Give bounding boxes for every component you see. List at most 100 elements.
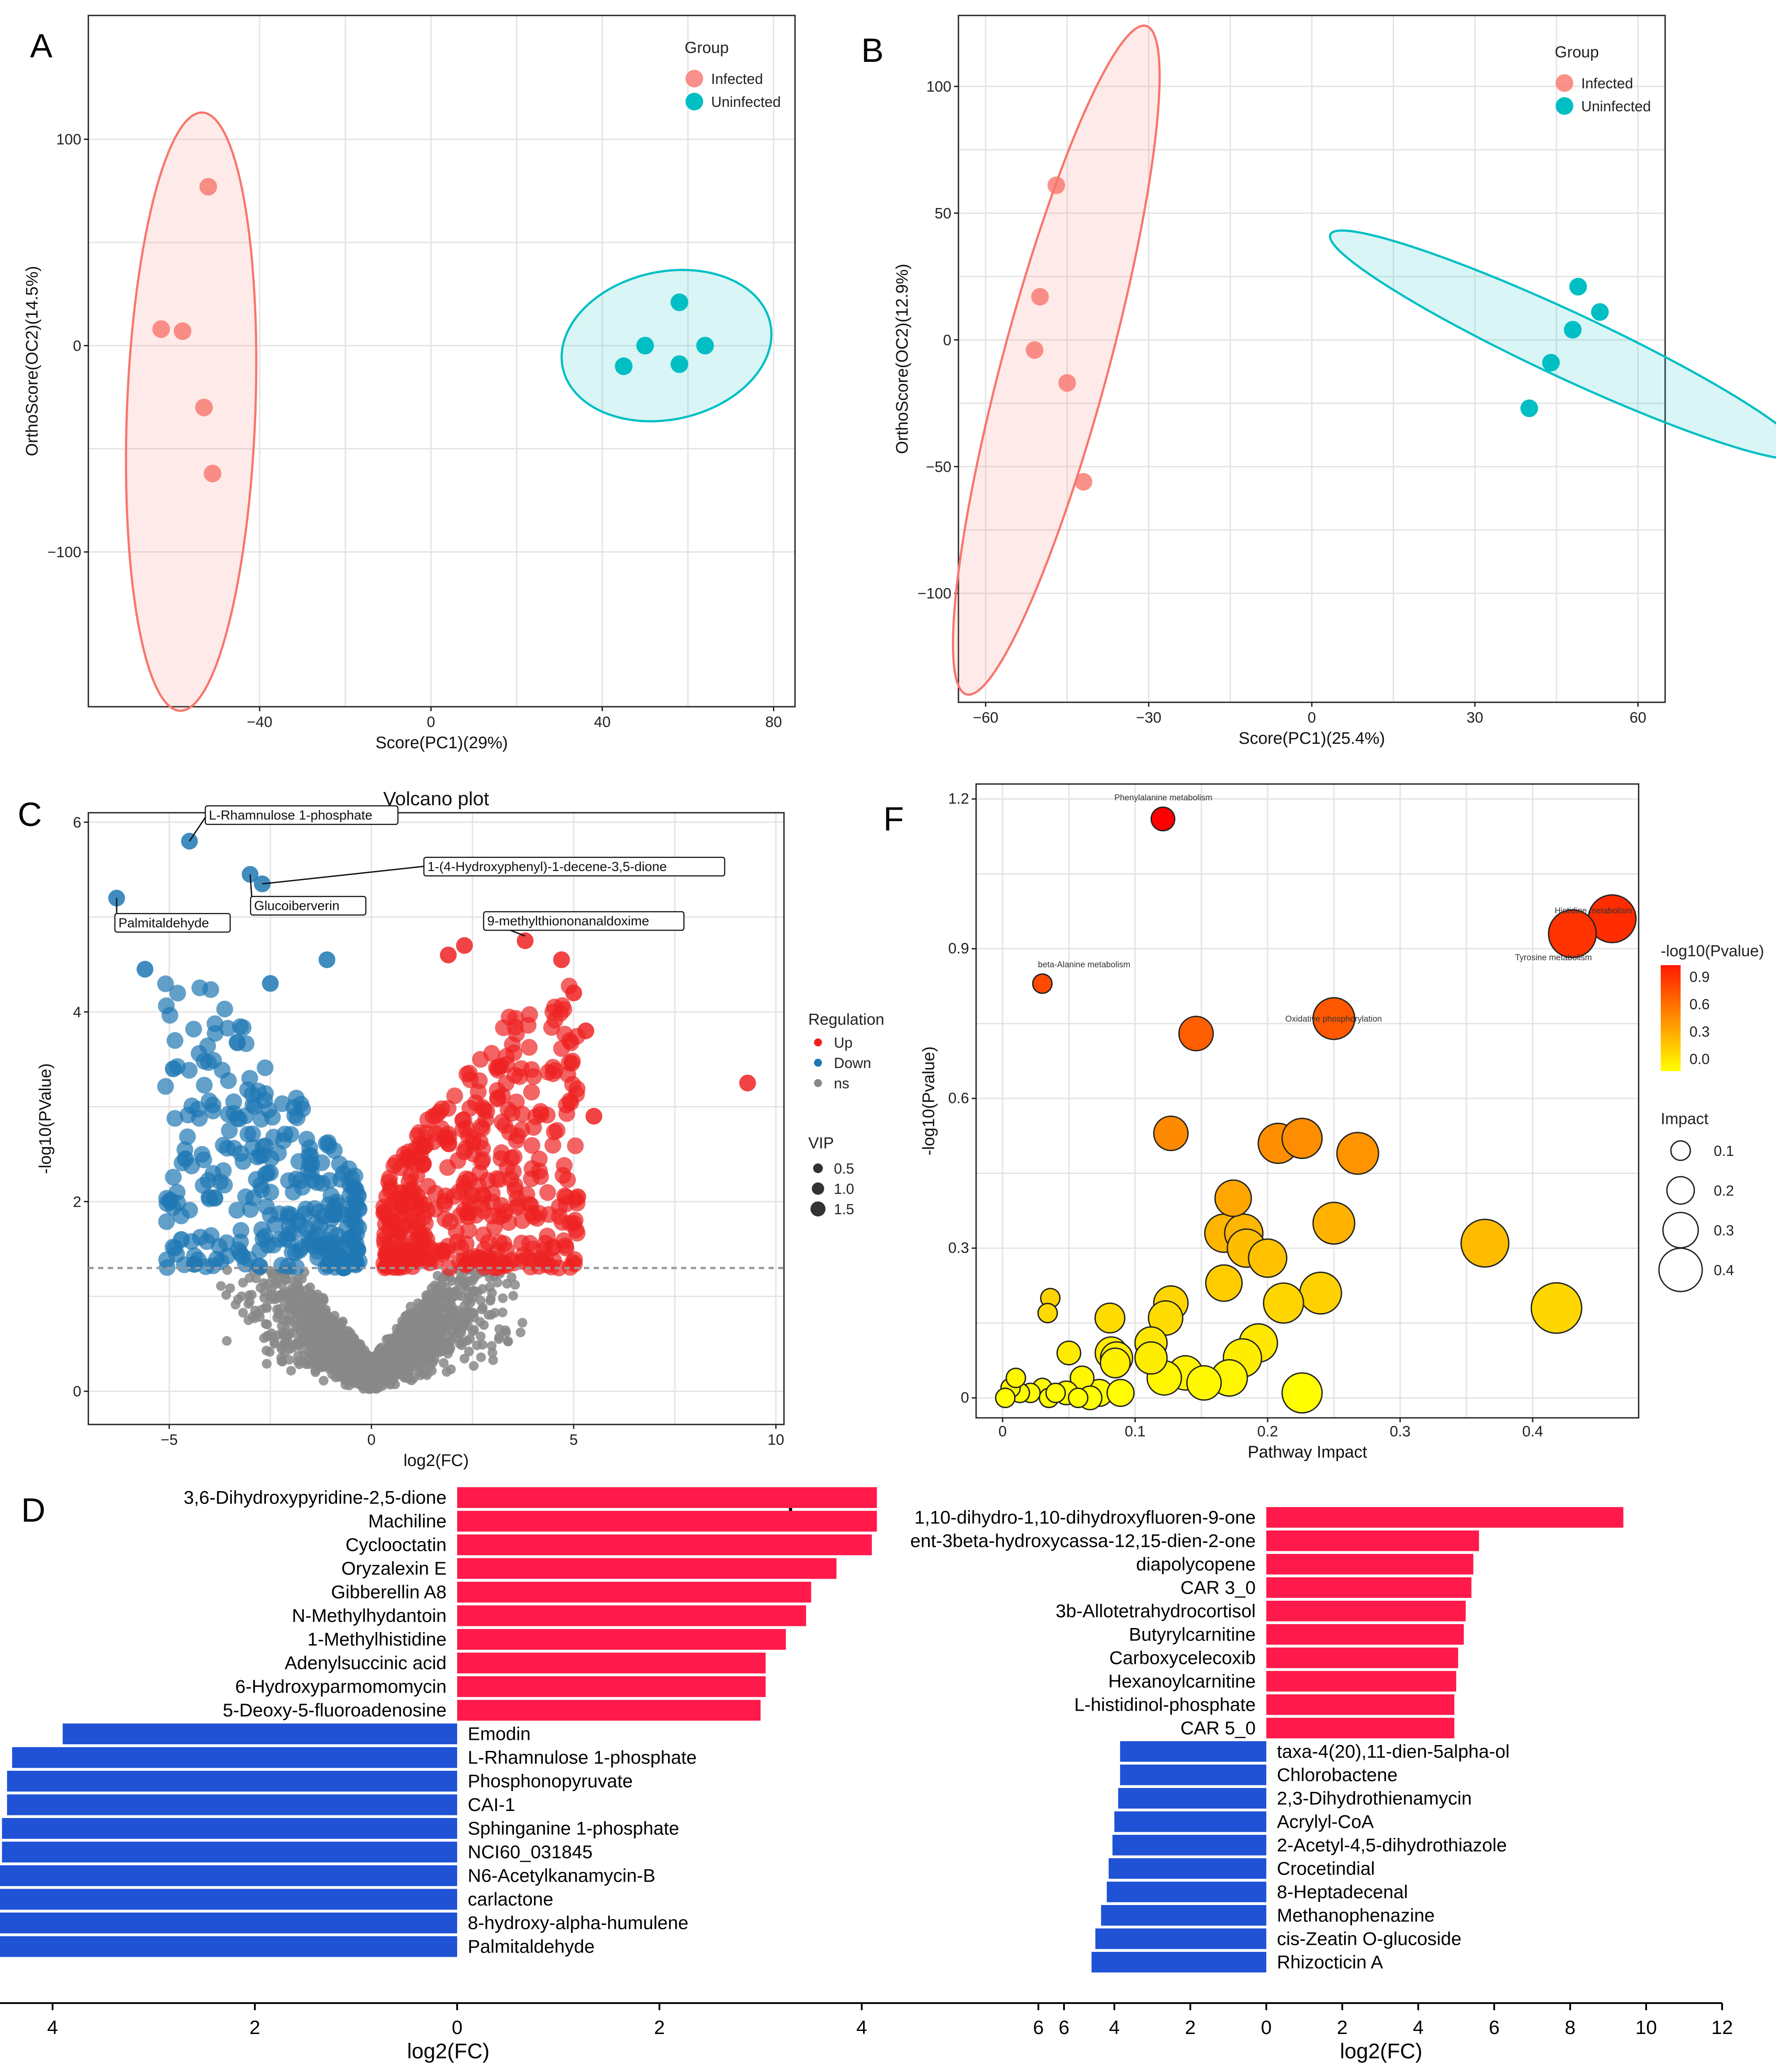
volcano-point-down xyxy=(136,961,154,978)
score-point-infected xyxy=(1075,473,1093,491)
volcano-point-ns xyxy=(291,1322,301,1332)
volcano-point-ns xyxy=(276,1344,287,1354)
volcano-point-ns xyxy=(387,1337,398,1347)
bar-label-up: 3,6-Dihydroxypyridine-2,5-dione xyxy=(184,1487,447,1508)
pathway-bubble xyxy=(1186,1365,1222,1401)
legend-title: Group xyxy=(1555,43,1599,61)
volcano-point-ns xyxy=(266,1289,276,1299)
volcano-point-up xyxy=(523,1205,541,1222)
x-tick-label: 0 xyxy=(452,2017,462,2038)
y-tick-label: 100 xyxy=(926,79,951,95)
volcano-point-down xyxy=(257,1059,274,1076)
volcano-point-down xyxy=(288,1089,305,1106)
volcano-point-ns xyxy=(412,1361,422,1371)
volcano-point-ns xyxy=(483,1310,493,1320)
score-point-uninfected xyxy=(1542,354,1560,372)
volcano-point-down xyxy=(166,1110,183,1127)
pathway-bubble xyxy=(1100,1347,1131,1379)
volcano-point-down xyxy=(204,1165,222,1182)
bar-up xyxy=(457,1582,811,1603)
volcano-point-down xyxy=(183,1097,201,1114)
volcano-point-up xyxy=(402,1205,419,1222)
volcano-point-up xyxy=(401,1153,418,1170)
bar-label-down: 2-Acetyl-4,5-dihydrothiazole xyxy=(1277,1834,1507,1855)
volcano-point-ns xyxy=(337,1318,347,1328)
pathway-bubble xyxy=(1005,1367,1026,1388)
x-axis-title: log2(FC) xyxy=(1340,2040,1423,2063)
pathway-bubble xyxy=(1045,1383,1066,1403)
confidence-ellipse-uninfected xyxy=(560,269,773,423)
volcano-point-down xyxy=(158,1213,175,1230)
vip-legend-label: 0.5 xyxy=(834,1160,854,1177)
legend-label-up: Up xyxy=(834,1034,852,1051)
x-tick-label: 6 xyxy=(1489,2017,1500,2038)
bar-label-down: Methanophenazine xyxy=(1277,1905,1435,1925)
color-bar-label: 0.3 xyxy=(1689,1023,1710,1040)
pathway-bubble xyxy=(1037,1303,1058,1323)
volcano-point-ns xyxy=(352,1367,363,1378)
score-point-uninfected xyxy=(1564,321,1582,339)
bar-label-down: 8-hydroxy-alpha-humulene xyxy=(468,1913,689,1933)
y-tick-label: 2 xyxy=(73,1193,81,1210)
volcano-point-down xyxy=(196,1076,213,1094)
pathway-annotation: beta-Alanine metabolism xyxy=(1038,960,1130,970)
pca-plot-a: −40 0 40 80 −100 0 100 Score(PC1)(29%) OrthoScor… xyxy=(23,15,796,752)
volcano-point-ns xyxy=(222,1336,232,1346)
bar-down xyxy=(0,1936,457,1957)
x-tick-label: 0.2 xyxy=(1257,1423,1278,1440)
volcano-point-ns xyxy=(265,1347,275,1357)
x-axis-title: log2(FC) xyxy=(407,2040,490,2063)
x-tick-label: −40 xyxy=(247,714,273,731)
volcano-point-up xyxy=(543,1019,560,1036)
y-tick-label: 1.2 xyxy=(948,790,969,807)
volcano-point-down xyxy=(262,975,279,992)
volcano-point-ns xyxy=(269,1339,280,1349)
y-tick-label: 100 xyxy=(56,131,81,148)
volcano-point-ns xyxy=(432,1339,442,1349)
volcano-point-ns xyxy=(494,1332,504,1342)
y-tick-label: 0 xyxy=(943,332,951,348)
bar-down xyxy=(1120,1765,1266,1785)
metabolite-label: Glucoiberverin xyxy=(254,899,339,913)
volcano-point-up xyxy=(451,1253,468,1270)
volcano-point-up xyxy=(496,1117,513,1134)
volcano-point-up xyxy=(523,1137,541,1154)
volcano-point-up xyxy=(530,1150,548,1167)
y-tick-label: 50 xyxy=(935,205,951,222)
volcano-point-down xyxy=(288,1109,306,1126)
volcano-point-down xyxy=(157,1078,174,1095)
volcano-point-ns xyxy=(406,1375,417,1386)
volcano-point-up xyxy=(585,1108,602,1125)
volcano-point-up xyxy=(437,1187,454,1205)
volcano-point-ns xyxy=(457,1308,467,1318)
y-tick-label: 0 xyxy=(73,337,81,354)
volcano-point-up xyxy=(553,1214,571,1231)
color-bar xyxy=(1661,965,1681,1071)
x-tick-label: 2 xyxy=(1337,2017,1348,2038)
legend-key-uninfected xyxy=(685,93,703,110)
x-tick-label: 2 xyxy=(654,2017,665,2038)
volcano-point-ns xyxy=(308,1311,318,1321)
volcano-point-up xyxy=(456,937,473,954)
volcano-point-down xyxy=(219,1019,236,1037)
vip-legend-key xyxy=(810,1201,826,1216)
x-tick-label: 0 xyxy=(1261,2017,1272,2038)
volcano-point-down xyxy=(237,1188,254,1205)
x-tick-label: 12 xyxy=(1712,2017,1733,2038)
volcano-point-ns xyxy=(338,1359,348,1369)
volcano-point-ns xyxy=(262,1319,272,1330)
volcano-point-ns xyxy=(317,1310,327,1320)
score-point-uninfected xyxy=(615,357,633,375)
legend-label-uninfected: Uninfected xyxy=(711,94,781,110)
bar-up xyxy=(1266,1577,1472,1598)
x-tick-label: 2 xyxy=(1185,2017,1196,2038)
volcano-point-up xyxy=(523,1061,540,1078)
volcano-point-ns xyxy=(393,1330,403,1340)
volcano-point-up xyxy=(543,1258,560,1276)
pathway-annotation: Tyrosine metabolism xyxy=(1515,953,1592,962)
volcano-point-down xyxy=(169,1194,186,1212)
volcano-point-ns xyxy=(300,1320,310,1330)
bar-label-up: diapolycopene xyxy=(1136,1553,1256,1574)
pathway-bubble-plot: 0 0.1 0.2 0.3 0.4 0 0.3 0.6 0.9 1.2 Pathway Impact… xyxy=(920,783,1764,1462)
volcano-point-up xyxy=(376,1231,393,1248)
